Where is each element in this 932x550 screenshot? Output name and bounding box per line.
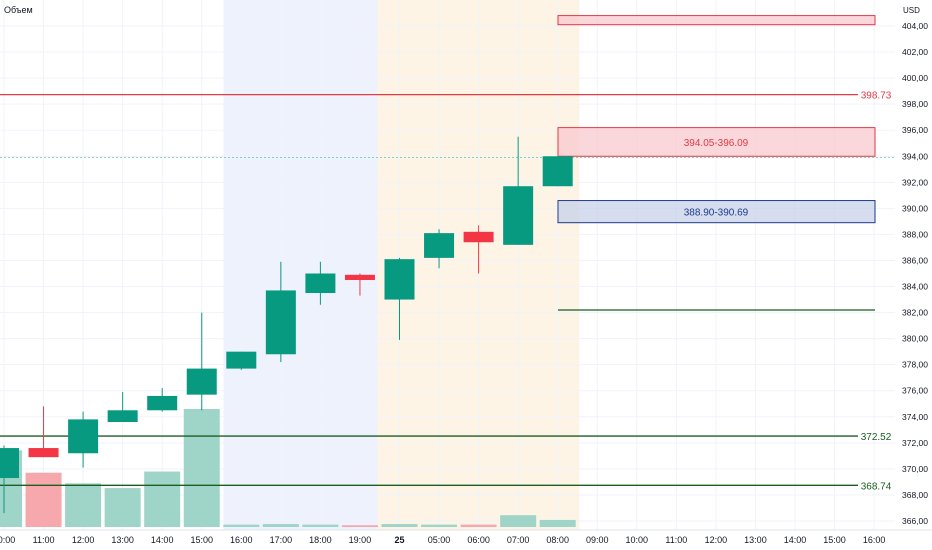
x-tick-label: 16:00 <box>230 535 253 545</box>
zone-label: 394.05-396.09 <box>684 138 749 149</box>
y-tick-label: 388,00 <box>902 229 928 239</box>
candle-body[interactable] <box>344 274 375 281</box>
volume-bar <box>144 471 181 527</box>
y-tick-label: 378,00 <box>902 360 928 370</box>
candle-body[interactable] <box>542 156 573 187</box>
x-tick-label: 07:00 <box>507 535 530 545</box>
x-tick-label: 19:00 <box>349 535 372 545</box>
x-tick-label: 10:00 <box>0 535 15 545</box>
x-tick-label: 15:00 <box>190 535 213 545</box>
candle-body[interactable] <box>226 351 257 369</box>
price-zone[interactable] <box>557 15 876 26</box>
session-bg-evening <box>223 0 378 530</box>
volume-label: Объем <box>4 5 33 15</box>
candle-body[interactable] <box>384 259 415 300</box>
volume-bar <box>25 472 62 527</box>
x-tick-label: 13:00 <box>111 535 134 545</box>
x-tick-label: 25 <box>394 535 404 545</box>
x-tick-label: 08:00 <box>546 535 569 545</box>
candle-body[interactable] <box>265 290 296 355</box>
x-tick-label: 11:00 <box>665 535 687 545</box>
y-tick-label: 386,00 <box>902 255 928 265</box>
y-tick-label: 398,00 <box>902 99 928 109</box>
volume-bar <box>65 483 102 527</box>
x-tick-label: 18:00 <box>309 535 332 545</box>
volume-bar <box>381 524 418 527</box>
x-tick-label: 14:00 <box>151 535 174 545</box>
y-tick-label: 374,00 <box>902 412 928 422</box>
volume-bar <box>104 488 141 527</box>
x-tick-label: 12:00 <box>705 535 728 545</box>
volume-bar <box>302 524 339 527</box>
candle-body[interactable] <box>424 233 455 258</box>
candle-body[interactable] <box>107 410 138 422</box>
x-tick-label: 17:00 <box>270 535 293 545</box>
y-tick-label: 390,00 <box>902 203 928 213</box>
x-tick-label: 16:00 <box>863 535 886 545</box>
x-tick-label: 10:00 <box>626 535 649 545</box>
zone-label: 388.90-390.69 <box>684 208 749 219</box>
volume-bar <box>183 409 220 527</box>
y-tick-label: 392,00 <box>902 177 928 187</box>
x-tick-label: 06:00 <box>467 535 490 545</box>
volume-bar <box>262 524 299 527</box>
x-tick-label: 13:00 <box>744 535 767 545</box>
candle-body[interactable] <box>186 368 217 395</box>
y-tick-label: 402,00 <box>902 47 928 57</box>
y-tick-label: 400,00 <box>902 73 928 83</box>
x-tick-label: 12:00 <box>72 535 95 545</box>
volume-bar <box>341 525 378 527</box>
y-tick-label: 368,00 <box>902 490 928 500</box>
y-tick-label: 372,00 <box>902 438 928 448</box>
volume-bar <box>539 519 576 527</box>
y-tick-label: 376,00 <box>902 386 928 396</box>
volume-bar <box>421 524 458 527</box>
x-tick-label: 15:00 <box>823 535 846 545</box>
price-zone[interactable] <box>557 127 876 157</box>
y-tick-label: 380,00 <box>902 334 928 344</box>
volume-bar <box>223 524 260 527</box>
y-tick-label: 370,00 <box>902 464 928 474</box>
y-tick-label: 382,00 <box>902 308 928 318</box>
x-tick-label: 09:00 <box>586 535 609 545</box>
candle-body[interactable] <box>463 231 494 243</box>
candle-body[interactable] <box>28 448 59 458</box>
y-axis-bg <box>895 0 932 550</box>
candle-body[interactable] <box>0 448 19 479</box>
level-line-label: 372.52 <box>861 432 892 443</box>
level-line-label: 368.74 <box>861 481 892 492</box>
x-tick-label: 05:00 <box>428 535 451 545</box>
candle-body[interactable] <box>503 186 534 245</box>
y-tick-label: 384,00 <box>902 282 928 292</box>
y-tick-label: 404,00 <box>902 21 928 31</box>
x-tick-label: 11:00 <box>33 535 55 545</box>
level-line-label: 398.73 <box>861 91 892 102</box>
volume-bar <box>460 524 497 527</box>
y-tick-label: 396,00 <box>902 125 928 135</box>
volume-bar <box>500 515 537 527</box>
x-tick-label: 14:00 <box>784 535 807 545</box>
price-zone[interactable] <box>557 200 876 224</box>
candle-body[interactable] <box>147 395 178 411</box>
candle-body[interactable] <box>68 419 99 454</box>
y-tick-label: 394,00 <box>902 151 928 161</box>
currency-label: USD <box>903 6 920 15</box>
candle-body[interactable] <box>305 273 336 294</box>
y-tick-label: 366,00 <box>902 516 928 526</box>
